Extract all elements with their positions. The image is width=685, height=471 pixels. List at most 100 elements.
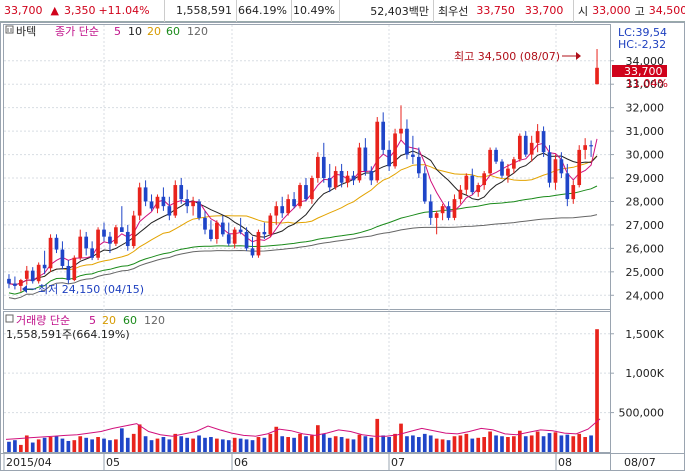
ma-period-5[interactable]: 5 <box>114 25 121 38</box>
price-tick-label: 28,000 <box>626 195 665 208</box>
volume-bar <box>411 435 415 452</box>
candle-body <box>351 175 356 181</box>
candle-body <box>565 173 570 200</box>
volume-bar <box>589 435 593 452</box>
ma-period-120[interactable]: 120 <box>187 25 208 38</box>
price-axis: 34,000 33,000 32,000 31,000 30,000 29,000 28,0… <box>610 55 665 302</box>
volume-cell: 1,558,591 <box>165 0 237 22</box>
candle-body <box>375 121 380 181</box>
volume-bar <box>440 439 445 452</box>
volume-bar <box>19 444 23 452</box>
price-tick-label: 26,000 <box>626 242 665 255</box>
volume-bar <box>137 424 142 452</box>
candlesticks <box>7 49 599 292</box>
min-annotation: 최저 24,150 (04/15) <box>38 283 144 296</box>
quote-bar: 33,700 ▲ 3,350 +11.04% 1,558,591 664.19%… <box>0 0 685 22</box>
volume-bar <box>108 440 112 452</box>
candle-body <box>262 231 267 235</box>
stock-name-tab[interactable]: 바텍 <box>16 25 36 38</box>
trade-amount: 52,403백만 <box>370 4 429 18</box>
date-label: 06 <box>234 456 248 469</box>
volume-bar <box>232 437 237 452</box>
ma-period-60[interactable]: 60 <box>166 25 180 38</box>
price-tick-label: 30,000 <box>626 149 665 162</box>
volume-bar <box>274 426 279 452</box>
candle-body <box>244 231 249 249</box>
right-arrow-icon <box>562 52 581 60</box>
candle-body <box>387 149 391 167</box>
volume-bar <box>535 431 540 452</box>
volume-bar <box>238 438 243 452</box>
high-price: 34,500 <box>648 4 685 17</box>
candle-body <box>333 170 338 188</box>
volume-bar <box>42 437 47 452</box>
volume-bar <box>220 439 225 452</box>
vol-ma-20[interactable]: 20 <box>102 314 116 327</box>
candle-body <box>470 175 475 193</box>
volume-bar <box>203 437 207 452</box>
candle-body <box>304 185 308 200</box>
stock-chart[interactable]: 34,000 33,000 32,000 31,000 30,000 29,000 28,0… <box>0 22 685 471</box>
volume-toggle-icon[interactable] <box>5 314 14 323</box>
volume-bar <box>553 432 558 452</box>
volume-bar <box>102 438 106 452</box>
ma-title: 종가 단순 <box>55 25 99 38</box>
candle-body <box>411 154 415 157</box>
candle-body <box>500 161 504 176</box>
candle-body <box>428 201 433 218</box>
volume-bar <box>268 433 273 452</box>
candle-body <box>30 270 35 282</box>
volume-bar <box>428 435 433 452</box>
volume-bar <box>286 437 290 452</box>
volume-bar <box>66 440 71 452</box>
ma-period-10[interactable]: 10 <box>128 25 142 38</box>
candle-body <box>583 145 587 150</box>
candle-body <box>577 149 582 186</box>
grid-lines <box>4 25 610 452</box>
turnover-cell: 10.49% <box>292 0 340 22</box>
candle-body <box>512 159 516 169</box>
open-high-cell: 시 33,000 고 34,500 <box>574 0 685 22</box>
price-tick-label: 24,000 <box>626 289 665 302</box>
hc-label: HC:-2,32 <box>618 38 666 51</box>
volume-bar <box>565 434 570 452</box>
date-label: 07 <box>391 456 405 469</box>
volume-bar <box>595 329 599 452</box>
vol-ma-60[interactable]: 60 <box>123 314 137 327</box>
volume-bar <box>226 440 231 452</box>
candle-body <box>589 145 593 147</box>
vol-ma-120[interactable]: 120 <box>144 314 165 327</box>
candle-body <box>464 175 469 190</box>
volume-bar <box>262 437 267 452</box>
candle-body <box>209 229 213 239</box>
price-tick-label: 25,000 <box>626 266 665 279</box>
candle-body <box>440 206 445 214</box>
candle-body <box>220 222 225 235</box>
volume-bar <box>529 435 534 452</box>
vol-ma-5[interactable]: 5 <box>89 314 96 327</box>
volume-bar <box>48 437 53 452</box>
volume-bar <box>547 433 552 452</box>
volume-bar <box>84 437 89 452</box>
candle-body <box>143 187 148 202</box>
candle-body <box>571 185 576 200</box>
panel-toggle-icon[interactable] <box>5 25 14 34</box>
price-tick-label: 32,000 <box>626 102 665 115</box>
current-price: 33,700 <box>4 4 43 17</box>
volume-info: 1,558,591주(664.19%) <box>6 328 130 341</box>
candle-body <box>292 199 296 207</box>
candle-body <box>553 159 558 183</box>
volume-bar <box>327 437 332 452</box>
best-quote-label: 최우선 <box>438 4 469 18</box>
date-label: 2015/04 <box>6 456 52 469</box>
volume-title: 거래량 단순 <box>16 314 70 327</box>
open-price: 33,000 <box>592 4 631 17</box>
ma-period-20[interactable]: 20 <box>147 25 161 38</box>
candle-body <box>226 234 231 244</box>
candle-body <box>399 128 403 134</box>
volume-bar <box>333 436 338 452</box>
ma60-line <box>8 185 598 295</box>
open-label: 시 <box>578 4 589 18</box>
chart-frame <box>0 22 685 471</box>
candle-body <box>393 133 397 167</box>
